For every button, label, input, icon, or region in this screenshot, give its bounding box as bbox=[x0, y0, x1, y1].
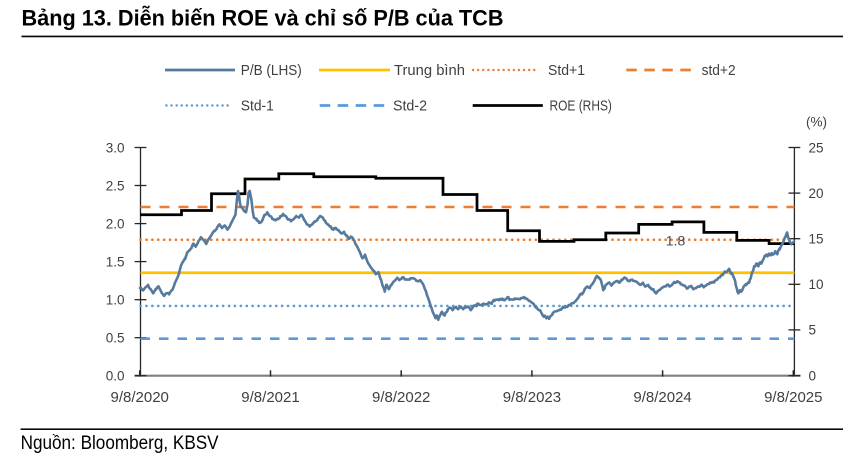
svg-text:Bảng 13. Diễn biến ROE và chỉ: Bảng 13. Diễn biến ROE và chỉ số P/B của… bbox=[22, 6, 504, 31]
svg-text:25: 25 bbox=[809, 140, 824, 155]
svg-text:1.5: 1.5 bbox=[106, 254, 125, 269]
svg-text:3.0: 3.0 bbox=[106, 140, 125, 155]
svg-text:9/8/2023: 9/8/2023 bbox=[503, 389, 561, 406]
svg-text:Std+1: Std+1 bbox=[548, 63, 585, 79]
svg-text:Std-1: Std-1 bbox=[241, 99, 274, 115]
svg-text:5: 5 bbox=[809, 323, 817, 338]
svg-text:10: 10 bbox=[809, 277, 824, 292]
svg-text:Std-2: Std-2 bbox=[393, 99, 427, 115]
svg-text:9/8/2020: 9/8/2020 bbox=[111, 389, 169, 406]
svg-text:20: 20 bbox=[809, 186, 824, 201]
svg-text:2.0: 2.0 bbox=[106, 216, 125, 231]
svg-text:9/8/2024: 9/8/2024 bbox=[633, 389, 691, 406]
svg-text:9/8/2022: 9/8/2022 bbox=[372, 389, 430, 406]
svg-text:2.5: 2.5 bbox=[106, 178, 125, 193]
svg-text:P/B (LHS): P/B (LHS) bbox=[241, 63, 302, 79]
svg-text:(%): (%) bbox=[806, 115, 827, 130]
svg-text:15: 15 bbox=[809, 232, 824, 247]
svg-text:std+2: std+2 bbox=[702, 63, 736, 79]
svg-text:0: 0 bbox=[809, 369, 817, 384]
svg-text:9/8/2021: 9/8/2021 bbox=[241, 389, 299, 406]
svg-text:ROE (RHS): ROE (RHS) bbox=[550, 99, 612, 115]
svg-text:1.8: 1.8 bbox=[666, 232, 686, 248]
svg-text:Trung bình: Trung bình bbox=[394, 63, 465, 79]
svg-text:Nguồn: Bloomberg, KBSV: Nguồn: Bloomberg, KBSV bbox=[21, 433, 219, 454]
svg-text:0.5: 0.5 bbox=[106, 331, 125, 346]
svg-text:1.0: 1.0 bbox=[106, 293, 125, 308]
svg-text:9/8/2025: 9/8/2025 bbox=[764, 389, 822, 406]
svg-text:0.0: 0.0 bbox=[106, 369, 125, 384]
